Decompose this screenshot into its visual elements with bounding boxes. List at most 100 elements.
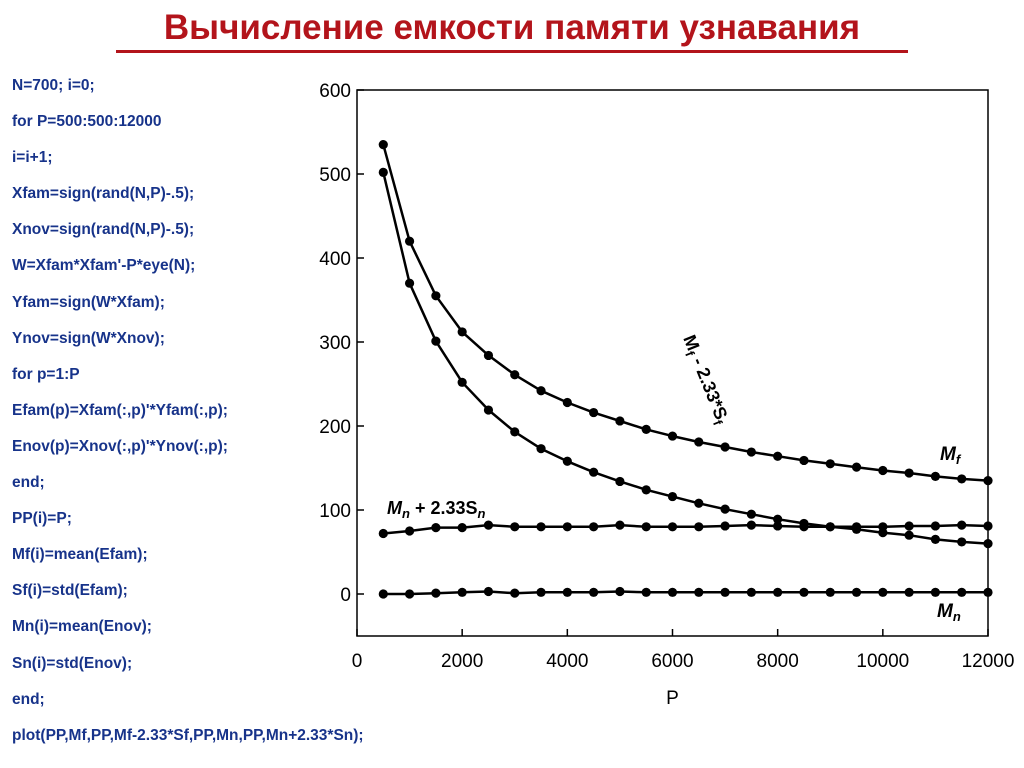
data-point <box>667 522 678 532</box>
data-point <box>457 327 467 337</box>
data-point <box>378 167 388 177</box>
series-2 <box>378 586 993 599</box>
data-point <box>825 459 835 469</box>
data-point <box>904 521 914 531</box>
data-point <box>694 437 704 447</box>
data-point <box>536 522 546 532</box>
code-line: i=i+1; <box>12 149 53 167</box>
series-line <box>383 523 989 535</box>
series-label-mfs-main: M <box>679 332 703 353</box>
code-listing: N=700; i=0; for P=500:500:12000 i=i+1; Xfam… <box>12 74 364 760</box>
data-point <box>773 451 783 461</box>
code-line: Mn(i)=mean(Enov); <box>12 618 152 636</box>
data-point <box>720 504 730 514</box>
data-point <box>799 455 809 466</box>
x-tick-label: 6000 <box>651 651 693 672</box>
x-tick-label: 2000 <box>441 651 483 672</box>
data-point <box>457 587 467 597</box>
y-tick-label: 600 <box>319 81 351 102</box>
code-line: PP(i)=P; <box>12 510 72 528</box>
data-point <box>957 520 967 530</box>
series-label-mf-sub: f <box>956 452 962 467</box>
data-point <box>615 586 625 597</box>
data-point <box>483 405 494 415</box>
series-label-mf-minus: Mf - 2.33*Sf <box>677 332 734 428</box>
data-point <box>957 537 967 547</box>
series-label-mn-plus: Mn + 2.33Sn <box>387 498 486 521</box>
data-point <box>825 587 835 597</box>
data-point <box>510 522 520 532</box>
series-label-mfs-sub2: f <box>710 418 726 428</box>
series-label-mn-sub: n <box>953 609 961 624</box>
data-point <box>930 471 941 481</box>
data-point <box>720 521 730 531</box>
series-label-mf-main: M <box>940 444 957 465</box>
data-point <box>746 509 756 519</box>
data-point <box>431 588 441 598</box>
data-point <box>431 523 441 533</box>
data-point <box>983 476 993 486</box>
code-line: end; <box>12 474 45 492</box>
data-point <box>904 587 914 597</box>
data-point <box>746 520 756 530</box>
data-point <box>983 539 993 549</box>
code-line: Xnov=sign(rand(N,P)-.5); <box>12 221 195 239</box>
series-label-mn-main: M <box>937 601 954 622</box>
series-line <box>382 172 989 545</box>
data-point <box>904 530 914 540</box>
series-label-mfs-rest: - 2.33*S <box>687 350 732 422</box>
code-line: Sn(i)=std(Enov); <box>12 654 133 672</box>
data-point <box>562 587 572 597</box>
data-point <box>589 407 599 418</box>
series-label-mf: Mf <box>940 444 962 467</box>
x-tick-label: 10000 <box>856 651 909 672</box>
y-tick-label: 100 <box>319 501 351 522</box>
data-point <box>589 467 599 477</box>
code-line: Mf(i)=mean(Efam); <box>12 546 148 564</box>
series-0 <box>378 140 993 486</box>
series-1 <box>378 167 993 549</box>
data-point <box>694 522 704 532</box>
series-group <box>378 140 993 599</box>
page-title: Вычисление емкости памяти узнавания <box>163 8 861 47</box>
code-line: Efam(p)=Xfam(:,p)'*Yfam(:,p); <box>12 401 228 419</box>
data-point <box>536 386 546 396</box>
data-point <box>536 587 546 597</box>
x-tick-label: 12000 <box>962 651 1015 672</box>
data-point <box>641 587 651 597</box>
data-point <box>746 447 756 457</box>
data-point <box>562 456 572 466</box>
data-point <box>589 522 599 532</box>
data-point <box>641 485 651 495</box>
data-point <box>457 523 467 533</box>
y-tick-label: 400 <box>319 249 351 270</box>
series-line <box>382 144 989 482</box>
series-label-mfs-sub: f <box>682 349 698 359</box>
y-tick-label: 500 <box>319 165 351 186</box>
data-point <box>536 444 546 454</box>
data-point <box>851 587 862 597</box>
data-point <box>378 528 388 539</box>
series-label-mns-sub: n <box>402 506 410 521</box>
code-line: for P=500:500:12000 <box>12 113 162 131</box>
x-tick-label: 8000 <box>757 651 799 672</box>
data-point <box>694 498 704 508</box>
data-point <box>746 587 756 597</box>
data-point <box>799 522 809 532</box>
data-point <box>483 586 494 597</box>
y-tick-label: 0 <box>340 585 351 606</box>
data-point <box>641 424 651 434</box>
data-point <box>510 370 520 380</box>
data-point <box>404 589 415 599</box>
data-point <box>378 589 388 599</box>
data-point <box>667 587 678 597</box>
x-axis: 0 2000 4000 6000 8000 10000 12000 <box>352 629 1015 672</box>
data-point <box>404 526 415 536</box>
data-point <box>615 520 625 530</box>
line-chart: 0 100 200 300 400 500 600 0 2000 4000 6000 8000 100… <box>319 81 1015 709</box>
data-point <box>457 377 467 387</box>
data-point <box>983 587 993 597</box>
series-line <box>383 590 988 596</box>
data-point <box>483 350 494 361</box>
data-point <box>904 468 914 478</box>
